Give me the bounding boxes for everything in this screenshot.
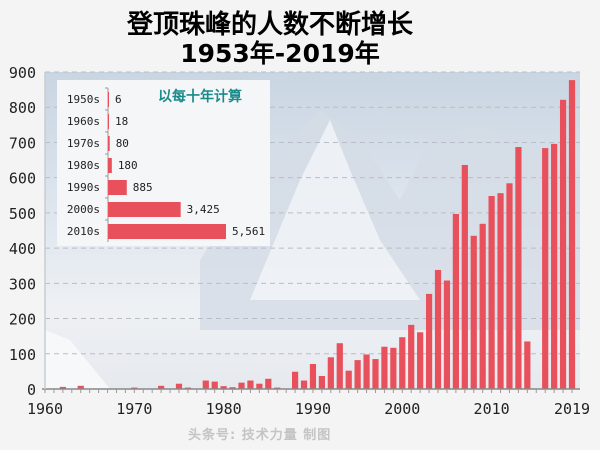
- x-tick-label: 1980: [206, 400, 242, 418]
- bar-1990: [309, 363, 317, 389]
- bar-2003: [425, 293, 433, 389]
- y-tick-label: 500: [9, 205, 36, 223]
- bar-1984: [256, 383, 263, 389]
- bar-2019: [568, 80, 576, 390]
- bar-2013: [515, 147, 522, 389]
- bar-1979: [211, 381, 218, 389]
- y-tick-label: 600: [9, 170, 36, 188]
- inset-value-label: 3,425: [187, 203, 220, 216]
- y-tick-label: 800: [9, 99, 36, 117]
- bar-2002: [417, 332, 424, 389]
- inset-category-label: 2010s: [67, 225, 100, 238]
- inset-value-label: 80: [116, 137, 129, 150]
- x-tick-label: 2000: [384, 400, 420, 418]
- inset-category-label: 1990s: [67, 181, 100, 194]
- y-tick-label: 300: [9, 275, 36, 293]
- bar-1996: [363, 354, 370, 389]
- bar-2011: [497, 193, 504, 389]
- bar-2006: [452, 213, 459, 389]
- bar-1982: [238, 382, 245, 389]
- bar-1962: [59, 386, 66, 389]
- bar-2004: [434, 269, 442, 389]
- inset-value-label: 180: [118, 159, 138, 172]
- inset-category-label: 1970s: [67, 137, 100, 150]
- bar-1991: [318, 375, 325, 389]
- bar-1989: [300, 380, 308, 389]
- inset-bar-1950s: [108, 92, 109, 107]
- inset-bar-1990s: [108, 180, 127, 195]
- inset-value-label: 885: [133, 181, 153, 194]
- bar-2016: [542, 148, 549, 389]
- bar-1980: [220, 386, 227, 389]
- bar-1981: [229, 387, 236, 389]
- bar-1978: [202, 380, 209, 389]
- y-tick-label: 200: [9, 311, 36, 329]
- y-tick-label: 0: [27, 381, 36, 399]
- bar-1997: [372, 359, 379, 389]
- bar-2010: [488, 195, 495, 389]
- bar-2001: [408, 324, 415, 389]
- chart-subtitle: 1953年-2019年: [180, 39, 380, 68]
- x-tick-label: 1960: [27, 400, 63, 418]
- bar-1999: [390, 347, 397, 389]
- inset-category-label: 1980s: [67, 159, 100, 172]
- x-tick-label: 1990: [295, 400, 331, 418]
- inset-bar-1960s: [108, 114, 109, 129]
- bar-2000: [399, 337, 406, 389]
- bar-2009: [479, 223, 486, 389]
- bar-1994: [345, 370, 352, 389]
- inset-bar-2010s: [108, 224, 226, 239]
- y-tick-label: 900: [9, 64, 36, 82]
- inset-value-label: 6: [115, 93, 122, 106]
- bar-1975: [175, 383, 183, 389]
- credit-text: 头条号: 技术力量 制图: [188, 428, 332, 443]
- bar-2014: [524, 341, 531, 389]
- y-tick-label: 400: [9, 240, 36, 258]
- bar-1995: [354, 360, 361, 389]
- bar-2007: [461, 164, 468, 389]
- y-tick-label: 700: [9, 134, 36, 152]
- bar-2018: [559, 99, 567, 389]
- bar-1983: [247, 380, 254, 389]
- bar-1993: [336, 343, 343, 389]
- bar-2017: [551, 143, 558, 389]
- bar-1992: [327, 357, 334, 389]
- inset-value-label: 5,561: [232, 225, 265, 238]
- inset-category-label: 2000s: [67, 203, 100, 216]
- inset-panel: [57, 80, 270, 246]
- bar-1964: [77, 385, 84, 389]
- inset-bar-2000s: [108, 202, 181, 217]
- inset-value-label: 18: [115, 115, 128, 128]
- bar-2008: [470, 235, 477, 389]
- inset-category-label: 1950s: [67, 93, 100, 106]
- bar-1973: [158, 385, 165, 389]
- x-tick-label: 2019: [554, 400, 590, 418]
- inset-bar-1970s: [108, 136, 110, 151]
- bar-2012: [506, 183, 513, 389]
- inset-title: 以每十年计算: [158, 88, 242, 105]
- x-tick-label: 1970: [116, 400, 152, 418]
- bar-1985: [265, 378, 272, 389]
- chart-title: 登顶珠峰的人数不断增长: [126, 10, 413, 40]
- inset-category-label: 1960s: [67, 115, 100, 128]
- x-tick-label: 2010: [474, 400, 510, 418]
- y-tick-label: 100: [9, 346, 36, 364]
- bar-1988: [292, 371, 299, 389]
- bar-1998: [381, 346, 388, 389]
- bar-2005: [443, 280, 451, 389]
- inset-bar-1980s: [108, 158, 112, 173]
